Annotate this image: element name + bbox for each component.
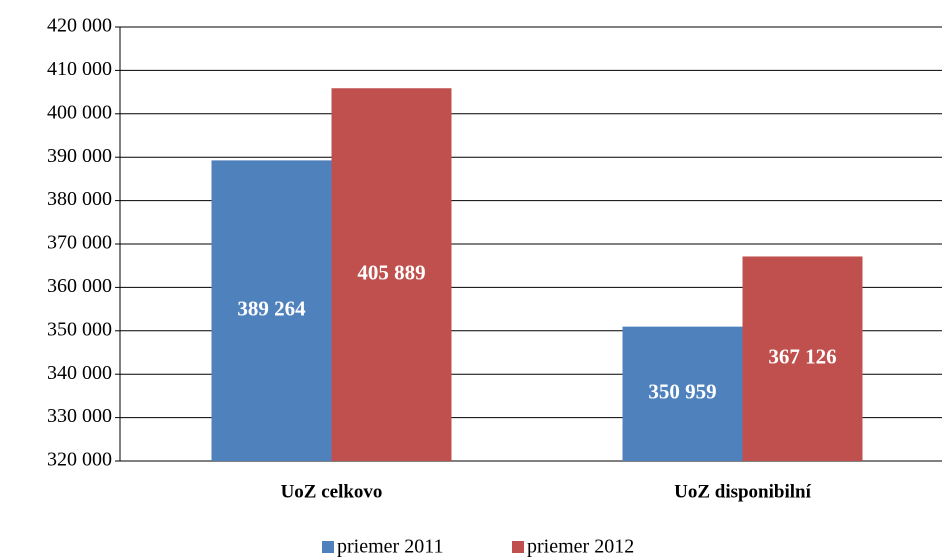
y-tick-label: 410 000 — [47, 58, 112, 80]
data-label: 367 126 — [768, 345, 836, 369]
legend-label: priemer 2012 — [527, 536, 634, 558]
y-tick-label: 420 000 — [47, 15, 112, 37]
y-tick-label: 340 000 — [47, 362, 112, 384]
legend-swatch — [512, 541, 524, 553]
x-tick-label: UoZ celkovo — [281, 481, 383, 502]
bar — [331, 88, 452, 462]
y-tick-label: 350 000 — [47, 318, 112, 340]
bar — [622, 326, 743, 461]
bar — [211, 160, 332, 462]
data-label: 389 264 — [237, 297, 306, 321]
y-tick-label: 400 000 — [47, 101, 112, 123]
y-tick-label: 320 000 — [47, 449, 112, 471]
y-tick-label: 330 000 — [47, 405, 112, 427]
y-tick-label: 390 000 — [47, 145, 112, 167]
data-label: 350 959 — [648, 380, 716, 404]
y-tick-label: 380 000 — [47, 188, 112, 210]
legend-swatch — [322, 541, 334, 553]
legend-label: priemer 2011 — [337, 536, 443, 558]
bar — [742, 256, 863, 461]
x-tick-label: UoZ disponibilní — [674, 481, 811, 502]
y-tick-label: 360 000 — [47, 275, 112, 297]
y-tick-label: 370 000 — [47, 232, 112, 254]
data-label: 405 889 — [357, 260, 425, 284]
